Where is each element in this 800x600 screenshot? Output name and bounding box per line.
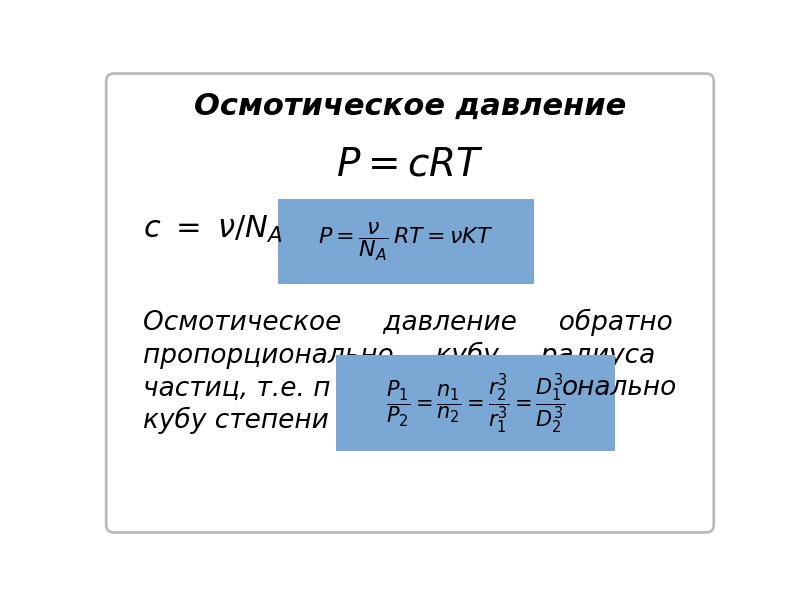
Text: Осмотическое давление: Осмотическое давление xyxy=(194,92,626,121)
Text: $\mathit{P} = \dfrac{\mathit{\nu}}{\mathit{N_A}}\,\mathit{R}\mathit{T} = \mathit: $\mathit{P} = \dfrac{\mathit{\nu}}{\math… xyxy=(318,220,494,263)
FancyBboxPatch shape xyxy=(106,74,714,532)
Text: онально: онально xyxy=(562,376,678,401)
Text: частиц, т.е. п: частиц, т.е. п xyxy=(142,376,330,401)
Text: кубу степени: кубу степени xyxy=(142,406,328,434)
Text: $\mathit{c}\ =\ \mathit{\nu/N_A}$: $\mathit{c}\ =\ \mathit{\nu/N_A}$ xyxy=(142,214,282,245)
Text: пропорционально     кубу     радиуса: пропорционально кубу радиуса xyxy=(142,342,655,369)
FancyBboxPatch shape xyxy=(336,355,615,451)
Text: $\mathit{P} = \mathit{c}\mathit{R}\mathit{T}$: $\mathit{P} = \mathit{c}\mathit{R}\mathi… xyxy=(336,145,484,184)
Text: Осмотическое     давление     обратно: Осмотическое давление обратно xyxy=(142,308,672,336)
Text: $\dfrac{\mathit{P_1}}{\mathit{P_2}} = \dfrac{\mathit{n_1}}{\mathit{n_2}} = \dfra: $\dfrac{\mathit{P_1}}{\mathit{P_2}} = \d… xyxy=(386,373,566,436)
FancyBboxPatch shape xyxy=(278,199,534,284)
